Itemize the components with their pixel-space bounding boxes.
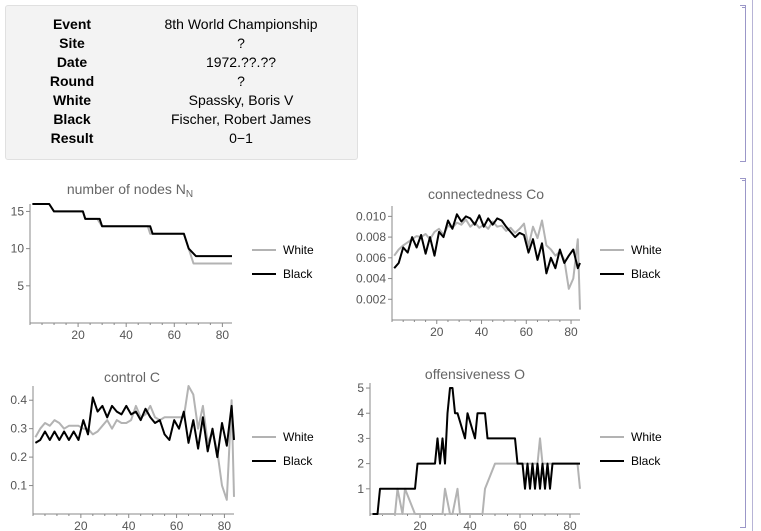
y-tick-label: 5 xyxy=(17,279,24,293)
chart-title: connectedness Co xyxy=(428,186,544,202)
x-tick-label: 60 xyxy=(520,325,534,339)
x-tick-label: 80 xyxy=(563,519,577,531)
x-tick-label: 80 xyxy=(564,325,578,339)
info-row-result: Result 0−1 xyxy=(6,130,359,149)
bracket-expander-icon xyxy=(742,180,746,181)
x-tick-label: 20 xyxy=(71,328,85,342)
legend-label-black: Black xyxy=(631,454,661,468)
info-key: Result xyxy=(50,130,94,146)
info-value: 0−1 xyxy=(229,130,253,146)
legend-label-white: White xyxy=(631,243,662,257)
series-line-black xyxy=(372,387,580,515)
info-row-site: Site? xyxy=(6,35,359,54)
info-key: Date xyxy=(56,54,88,70)
info-row-black: Black Fischer, Robert James xyxy=(6,111,359,130)
x-tick-label: 40 xyxy=(122,519,136,531)
chart-4: offensiveness O 20 40 60 80 1 2 3 4 5 White Black xyxy=(357,366,662,531)
info-key: Site xyxy=(59,35,85,51)
x-tick-label: 40 xyxy=(120,328,134,342)
x-tick-label: 40 xyxy=(475,325,489,339)
y-tick-label: 0.006 xyxy=(356,251,386,265)
info-value: Fischer, Robert James xyxy=(170,111,312,127)
cell-bracket[interactable] xyxy=(740,5,746,162)
x-tick-label: 60 xyxy=(168,328,182,342)
y-tick-label: 3 xyxy=(357,431,364,445)
x-tick-label: 40 xyxy=(463,519,477,531)
chart-title: offensiveness O xyxy=(425,366,525,382)
chart-2: connectedness Co 20 40 60 80 0.002 0.004 0.006 0… xyxy=(356,186,662,339)
bracket-expander-icon xyxy=(742,7,746,8)
legend-label-white: White xyxy=(283,430,314,444)
y-tick-label: 1 xyxy=(357,482,364,496)
x-tick-label: 80 xyxy=(216,328,230,342)
info-value: ? xyxy=(237,35,245,51)
y-tick-label: 0.004 xyxy=(356,272,386,286)
info-value: ? xyxy=(237,73,245,89)
x-tick-label: 20 xyxy=(74,519,88,531)
info-key: Event xyxy=(52,16,92,32)
chart-title-subscript: N xyxy=(186,189,193,200)
chart-3: control C 20 40 60 80 0.1 0.2 0.3 0.4 White Black xyxy=(10,369,314,531)
x-tick-label: 80 xyxy=(218,519,232,531)
legend-label-black: Black xyxy=(283,454,313,468)
legend-label-white: White xyxy=(631,430,662,444)
series-line-white xyxy=(32,203,232,265)
y-tick-label: 2 xyxy=(357,457,364,471)
info-value: 8th World Championship xyxy=(164,16,318,32)
info-row-date: Date 1972.??.?? xyxy=(6,54,359,73)
info-row-event: Event 8th World Championship xyxy=(6,16,359,35)
info-key: White xyxy=(52,92,92,108)
x-tick-label: 60 xyxy=(513,519,527,531)
info-row-white: White Spassky, Boris V xyxy=(6,92,359,111)
y-tick-label: 0.3 xyxy=(10,422,27,436)
y-tick-label: 0.002 xyxy=(356,292,386,306)
series-line-white xyxy=(34,385,235,501)
y-tick-label: 4 xyxy=(357,406,364,420)
y-tick-label: 15 xyxy=(11,204,25,218)
series-line-black xyxy=(393,213,581,275)
x-tick-label: 20 xyxy=(430,325,444,339)
x-tick-label: 60 xyxy=(170,519,184,531)
legend-label-white: White xyxy=(283,243,314,257)
chart-title: number of nodes NN xyxy=(67,181,193,200)
series-line-black xyxy=(32,203,232,258)
y-tick-label: 0.010 xyxy=(356,209,386,223)
legend-label-black: Black xyxy=(631,267,661,281)
info-key: Round xyxy=(49,73,95,89)
y-tick-label: 0.2 xyxy=(10,450,27,464)
y-tick-label: 10 xyxy=(11,242,25,256)
series-line-white xyxy=(372,437,581,515)
y-tick-label: 0.4 xyxy=(10,393,27,407)
y-tick-label: 0.008 xyxy=(356,230,386,244)
x-tick-label: 20 xyxy=(413,519,427,531)
info-value: 1972.??.?? xyxy=(205,54,277,70)
chart-title: control C xyxy=(104,369,160,385)
series-line-black xyxy=(34,396,235,459)
info-row-round: Round? xyxy=(6,73,359,92)
series-line-white xyxy=(393,218,581,310)
cell-bracket-outer[interactable] xyxy=(748,0,753,531)
game-info-panel: Event 8th World Championship Site? Date 1972… xyxy=(5,5,358,160)
info-value: Spassky, Boris V xyxy=(188,92,294,108)
legend-label-black: Black xyxy=(283,267,313,281)
cell-bracket[interactable] xyxy=(740,178,746,528)
info-key: Black xyxy=(53,111,91,127)
y-tick-label: 5 xyxy=(357,381,364,395)
chart-1: number of nodes NN 20 40 60 80 5 10 15 White Blac… xyxy=(11,181,314,342)
y-tick-label: 0.1 xyxy=(10,479,27,493)
